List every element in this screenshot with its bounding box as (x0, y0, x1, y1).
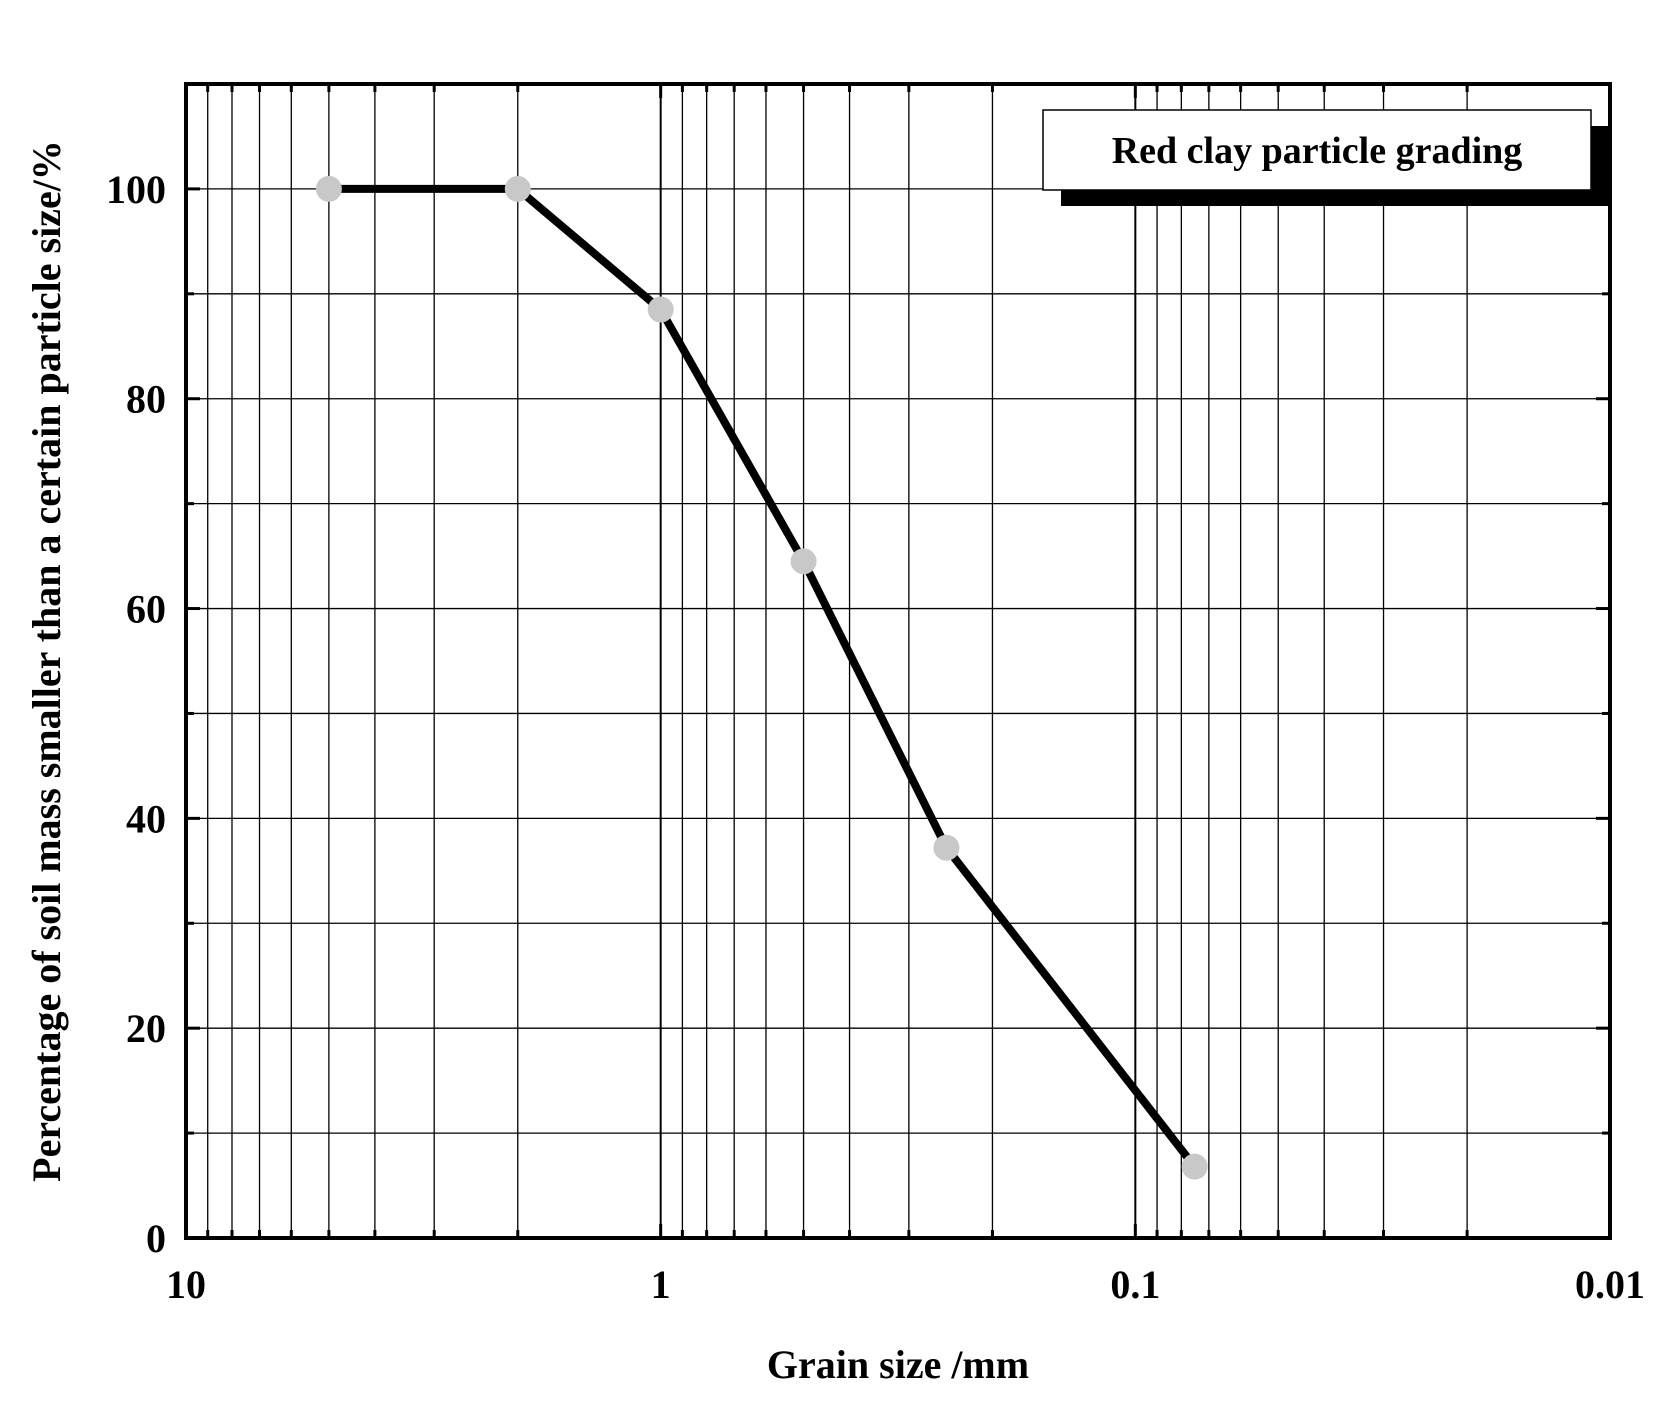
plot-frame (184, 82, 1612, 1240)
legend-label: Red clay particle grading (1112, 130, 1523, 172)
data-point (647, 296, 674, 323)
data-point (1181, 1153, 1208, 1180)
y-tick-label: 60 (126, 587, 166, 632)
x-tick-label: 0.1 (1110, 1262, 1160, 1307)
tick-labels: 10 1 0.1 0.01 0 20 40 60 80 100 (106, 167, 1645, 1307)
x-tick-label: 0.01 (1575, 1262, 1645, 1307)
y-tick-label: 100 (106, 167, 166, 212)
axis-ticks (186, 84, 1610, 1238)
y-axis-label: Percentage of soil mass smaller than a c… (24, 140, 69, 1182)
legend-box (1042, 109, 1592, 191)
y-tick-label: 40 (126, 796, 166, 841)
data-point (790, 548, 817, 575)
y-tick-label: 20 (126, 1006, 166, 1051)
x-tick-label: 10 (166, 1262, 206, 1307)
x-tick-label: 1 (651, 1262, 671, 1307)
data-point (315, 175, 342, 202)
series (315, 175, 1208, 1180)
x-axis-label: Grain size /mm (767, 1342, 1029, 1387)
data-point (933, 834, 960, 861)
legend: Red clay particle grading (1042, 109, 1609, 206)
grid (186, 84, 1610, 1238)
data-point (504, 175, 531, 202)
y-tick-label: 80 (126, 377, 166, 422)
y-tick-label: 0 (146, 1216, 166, 1261)
series-line (328, 184, 1198, 1170)
